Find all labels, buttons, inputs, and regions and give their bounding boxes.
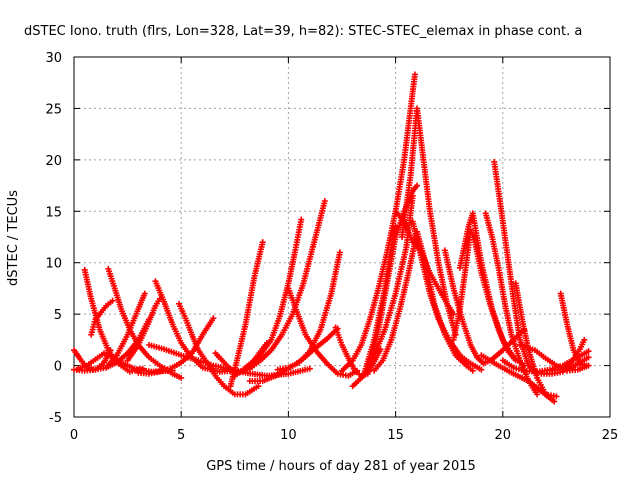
data-point bbox=[306, 365, 313, 372]
data-point bbox=[583, 362, 590, 369]
y-tick-label: 30 bbox=[45, 51, 62, 66]
data-point bbox=[411, 71, 418, 78]
series-pass-12 bbox=[176, 300, 262, 398]
data-point bbox=[210, 315, 217, 322]
series-pass-9 bbox=[124, 295, 163, 364]
plot-border bbox=[73, 56, 611, 418]
data-point bbox=[534, 391, 541, 398]
data-point bbox=[469, 367, 476, 374]
series-pass-15 bbox=[231, 216, 305, 379]
x-tick-label: 15 bbox=[387, 428, 404, 443]
x-tick-label: 20 bbox=[495, 428, 512, 443]
x-tick-label: 25 bbox=[602, 428, 619, 443]
y-axis-label: dSTEC / TECUs bbox=[6, 190, 21, 286]
data-point bbox=[478, 366, 485, 373]
series-group bbox=[71, 71, 592, 405]
data-point bbox=[585, 354, 592, 361]
y-tick-label: -5 bbox=[49, 411, 62, 426]
ticks: 0 5 10 15 20 25 -5 0 5 10 15 20 25 30 bbox=[45, 51, 618, 443]
y-tick-label: 0 bbox=[54, 360, 62, 375]
series-pass-16 bbox=[246, 198, 328, 372]
series-pass-5 bbox=[88, 297, 116, 338]
series-pass-40 bbox=[549, 354, 592, 374]
data-point bbox=[255, 383, 262, 390]
data-point bbox=[336, 249, 343, 256]
x-axis-label: GPS time / hours of day 281 of year 2015 bbox=[206, 459, 476, 474]
series-pass-14 bbox=[227, 239, 266, 390]
x-tick-label: 0 bbox=[70, 428, 78, 443]
data-point bbox=[178, 374, 185, 381]
x-tick-label: 10 bbox=[280, 428, 297, 443]
chart-title: dSTEC Iono. truth (flrs, Lon=328, Lat=39… bbox=[24, 24, 582, 39]
series-pass-28 bbox=[392, 208, 457, 318]
data-point bbox=[321, 198, 328, 204]
y-tick-label: 10 bbox=[45, 257, 62, 272]
series-pass-7 bbox=[103, 290, 148, 371]
data-point bbox=[392, 223, 399, 230]
data-point bbox=[259, 239, 266, 246]
data-point bbox=[414, 182, 421, 189]
data-point bbox=[141, 290, 148, 297]
x-tick-label: 5 bbox=[177, 428, 185, 443]
data-point bbox=[450, 311, 457, 318]
y-tick-label: 15 bbox=[45, 205, 62, 220]
series-pass-38 bbox=[557, 290, 590, 369]
series-pass-35 bbox=[478, 352, 558, 405]
data-point bbox=[581, 336, 588, 343]
series-pass-31 bbox=[456, 210, 528, 369]
series-pass-19 bbox=[246, 325, 341, 384]
data-point bbox=[377, 346, 384, 353]
data-point bbox=[553, 393, 560, 400]
data-point bbox=[298, 216, 305, 223]
data-point bbox=[585, 348, 592, 355]
data-point bbox=[109, 297, 116, 304]
y-tick-label: 25 bbox=[45, 102, 62, 117]
data-point bbox=[551, 398, 558, 405]
series-pass-26 bbox=[399, 105, 459, 338]
plot-frame bbox=[73, 56, 611, 418]
series-pass-6 bbox=[105, 265, 185, 381]
y-tick-label: 20 bbox=[45, 154, 62, 169]
y-tick-label: 5 bbox=[54, 308, 62, 323]
